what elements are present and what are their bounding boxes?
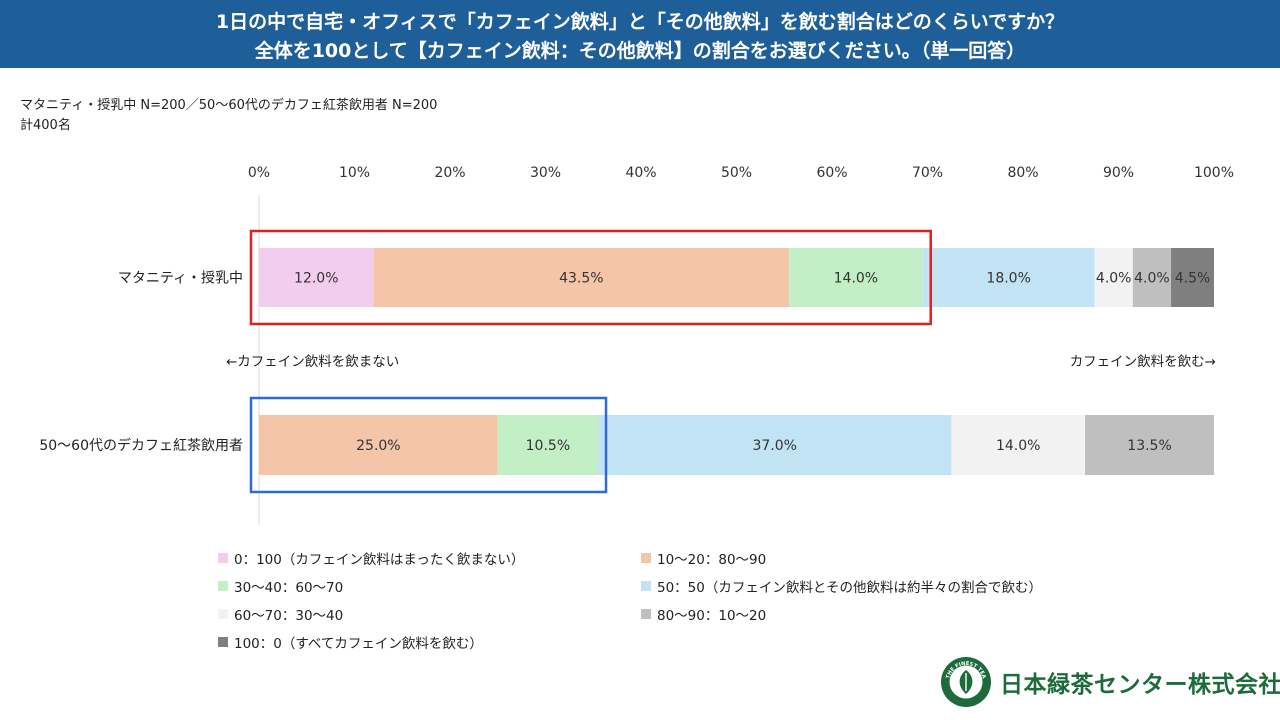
sample-size-note: マタニティ・授乳中 N=200／50～60代のデカフェ紅茶飲用者 N=200 — [20, 98, 438, 113]
company-logo: THE FINEST TEA 日本緑茶センター株式会社® — [940, 656, 1280, 708]
company-name: 日本緑茶センター株式会社® — [1000, 665, 1280, 699]
bar-segment — [259, 415, 498, 475]
left-arrow-annotation: ←カフェイン飲料を飲まない — [226, 354, 399, 370]
bar-segment — [951, 415, 1086, 475]
legend-swatch — [218, 609, 228, 619]
legend-item: 80～90：10～20 — [641, 604, 766, 624]
bar-segment — [1132, 248, 1172, 307]
x-tick-label: 50% — [721, 165, 752, 181]
legend-item: 60～70：30～40 — [218, 604, 343, 624]
legend-label: 10～20：80～90 — [657, 552, 767, 568]
x-tick-label: 70% — [912, 165, 943, 181]
legend-item: 100：0（すべてカフェイン飲料を飲む） — [218, 632, 483, 652]
x-tick-label: 40% — [625, 165, 656, 181]
legend-swatch — [641, 553, 651, 563]
highlight-box — [249, 396, 608, 494]
legend-swatch — [641, 609, 651, 619]
legend-swatch — [641, 581, 651, 591]
legend-item: 50：50（カフェイン飲料とその他飲料は約半々の割合で飲む） — [641, 576, 1042, 596]
legend-label: 80～90：10～20 — [657, 608, 767, 624]
legend-item: 10～20：80～90 — [641, 548, 766, 568]
data-label: 13.5% — [1127, 438, 1171, 454]
legend-item: 0：100（カフェイン飲料はまったく飲まない） — [218, 548, 524, 568]
x-tick-label: 0% — [248, 165, 270, 181]
data-label: 4.5% — [1175, 271, 1211, 287]
bar-segment — [1171, 248, 1214, 307]
bar-segment — [598, 415, 952, 475]
data-label: 14.0% — [996, 438, 1040, 454]
x-tick-label: 90% — [1103, 165, 1134, 181]
stacked-bar-chart: 0% 10% 20% 30% 40% 50% 60% 70% 80% 90% 100% マタニティ・授… — [39, 165, 1234, 525]
data-label: 43.5% — [559, 271, 603, 287]
category-label: 50～60代のデカフェ紅茶飲用者 — [39, 437, 243, 454]
legend-label: 30～40：60～70 — [234, 580, 344, 596]
x-tick-label: 80% — [1007, 165, 1038, 181]
legend-label: 100：0（すべてカフェイン飲料を飲む） — [234, 636, 483, 652]
total-count-note: 計400名 — [20, 118, 71, 133]
bar-segment — [497, 415, 599, 475]
x-tick-label: 20% — [434, 165, 465, 181]
title-banner: 1日の中で自宅・オフィスで「カフェイン飲料」と「その他飲料」を飲む割合はどのくら… — [0, 0, 1280, 68]
data-label: 10.5% — [526, 438, 570, 454]
data-label: 14.0% — [834, 271, 878, 287]
right-arrow-annotation: カフェイン飲料を飲む→ — [1070, 354, 1216, 370]
highlight-box — [249, 229, 932, 326]
tea-leaf-seal-icon: THE FINEST TEA — [941, 657, 991, 707]
data-label: 18.0% — [986, 271, 1030, 287]
x-tick-label: 10% — [339, 165, 370, 181]
data-label: 12.0% — [294, 271, 338, 287]
x-tick-label: 30% — [530, 165, 561, 181]
bar-segment — [789, 248, 923, 307]
title-line-1: 1日の中で自宅・オフィスで「カフェイン飲料」と「その他飲料」を飲む割合はどのくら… — [215, 11, 1065, 33]
bar-segment — [1085, 415, 1214, 475]
legend-label: 50：50（カフェイン飲料とその他飲料は約半々の割合で飲む） — [657, 580, 1042, 596]
bar-segment — [373, 248, 790, 307]
legend-swatch — [218, 581, 228, 591]
data-label: 37.0% — [752, 438, 796, 454]
bar-segment — [1094, 248, 1133, 307]
title-line-2: 全体を100として【カフェイン飲料：その他飲料】の割合をお選びください。（単一回… — [254, 40, 1026, 62]
legend-item: 30～40：60～70 — [218, 576, 343, 596]
data-label: 4.0% — [1134, 271, 1170, 287]
x-tick-label: 60% — [816, 165, 847, 181]
company-name-text: 日本緑茶センター株式会社 — [1000, 672, 1280, 698]
data-label: 25.0% — [356, 438, 400, 454]
legend-label: 60～70：30～40 — [234, 608, 344, 624]
legend-label: 0：100（カフェイン飲料はまったく飲まない） — [234, 552, 525, 568]
legend-swatch — [218, 637, 228, 647]
category-label: マタニティ・授乳中 — [118, 271, 243, 287]
bar-segment — [259, 248, 374, 307]
bar-segment — [922, 248, 1095, 307]
data-label: 4.0% — [1096, 271, 1132, 287]
legend-swatch — [218, 553, 228, 563]
x-tick-label: 100% — [1194, 165, 1234, 181]
